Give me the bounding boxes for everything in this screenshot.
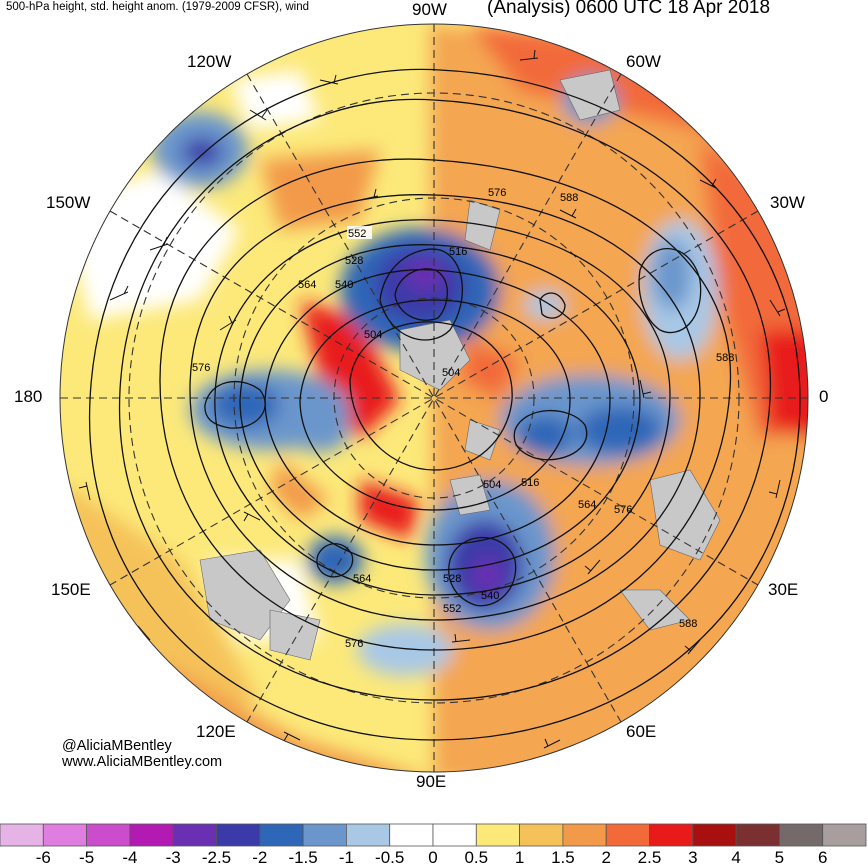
lon-label-30e: 30E (768, 580, 799, 599)
contour-label: 552 (348, 228, 366, 240)
contour-label: 552 (443, 603, 461, 615)
lon-label-90e: 90E (416, 772, 447, 791)
colorbar-tick-label: -2 (252, 848, 267, 865)
colorbar-swatch (216, 823, 261, 847)
credit-website: www.AliciaMBentley.com (62, 754, 223, 770)
map-boundary (59, 23, 809, 773)
contour-label: 576 (192, 362, 210, 374)
colorbar-tick-label: -6 (36, 848, 51, 865)
contour-label: 516 (449, 246, 467, 258)
credit-handle: @AliciaMBentley (62, 738, 172, 754)
colorbar-swatch (259, 823, 304, 847)
lon-label-150w: 150W (46, 193, 91, 212)
colorbar-tick-label: 0.5 (464, 848, 488, 865)
colorbar-swatch (475, 823, 520, 847)
contour-label: 576 (614, 504, 632, 516)
colorbar-swatch (605, 823, 650, 847)
contour-label: 564 (578, 499, 596, 511)
colorbar-tick-label: 0 (428, 848, 437, 865)
lon-label-120e: 120E (196, 722, 236, 741)
height-contours (88, 68, 801, 741)
lon-label-150e: 150E (51, 580, 91, 599)
lon-label-60w: 60W (626, 52, 661, 71)
contour-label: 516 (521, 477, 539, 489)
contour-label: 528 (443, 573, 461, 585)
colorbar-tick-label: 6 (818, 848, 827, 865)
colorbar-tick-label: 2 (601, 848, 610, 865)
colorbar-swatch (42, 823, 87, 847)
contour-label: 576 (345, 638, 363, 650)
contour-label: 564 (353, 573, 371, 585)
lon-label-0: 0 (819, 387, 829, 406)
contour-label: 564 (298, 279, 316, 291)
contour-label: 540 (335, 279, 353, 291)
colorbar-swatch (432, 823, 477, 847)
colorbar-swatch (345, 823, 391, 847)
contour-label: 528 (345, 255, 363, 267)
colorbar-swatch (0, 823, 44, 847)
colorbar-tick-label: 1 (515, 848, 524, 865)
colorbar-tick-label: -1.5 (288, 848, 317, 865)
colorbar-swatch (389, 823, 434, 847)
colorbar-swatch (649, 823, 694, 847)
credit: @AliciaMBentley www.AliciaMBentley.com (62, 738, 222, 770)
colorbar-tick-label: 4 (731, 848, 740, 865)
contour-label: 588 (679, 618, 697, 630)
colorbar-swatch (86, 823, 131, 847)
contour-label: 588 (716, 352, 734, 364)
colorbar-tick-label: -1 (339, 848, 354, 865)
colorbar-swatch (692, 823, 737, 847)
colorbar-swatch (562, 823, 607, 847)
colorbar-tick-label: -3 (166, 848, 181, 865)
contour-label: 504 (442, 367, 460, 379)
colorbar-swatch (302, 823, 347, 847)
polar-map: 552 528 516 564 540 504 576 588 576 588 … (59, 23, 809, 773)
contour-label: 588 (560, 192, 578, 204)
contour-label: 540 (481, 590, 499, 602)
colorbar-tick-label: -4 (122, 848, 137, 865)
contour-label: 576 (488, 187, 506, 199)
lon-label-180: 180 (14, 387, 43, 406)
colorbar-swatch (172, 823, 217, 847)
colorbar-tick-label: 1.5 (551, 848, 575, 865)
map-title: (Analysis) 0600 UTC 18 Apr 2018 (487, 0, 771, 18)
colorbar-swatch (735, 823, 780, 847)
colorbar-tick-label: -5 (79, 848, 94, 865)
lon-label-120w: 120W (187, 52, 232, 71)
map-subtitle: 500-hPa height, std. height anom. (1979-… (6, 1, 310, 13)
colorbar-swatch (129, 823, 174, 847)
colorbar-tick-label: 5 (775, 848, 784, 865)
contour-label: 504 (483, 479, 501, 491)
colorbar-tick-label: 2.5 (638, 848, 662, 865)
lon-label-60e: 60E (626, 722, 657, 741)
lon-label-30w: 30W (770, 193, 805, 212)
wind-barbs (78, 49, 786, 749)
colorbar-tick-label: -0.5 (375, 848, 404, 865)
contour-label: 504 (364, 329, 382, 341)
lon-label-90w: 90W (412, 0, 447, 19)
colorbar-tick-label: 3 (688, 848, 697, 865)
contour-labels: 552 528 516 564 540 504 576 588 576 588 … (192, 187, 734, 650)
colorbar-swatch (822, 823, 867, 847)
colorbar: -6 -5 -4 -3 -2.5 -2 -1.5 -1 -0.5 0 0.5 1 1.5 2 2.5 3 4 5 6 (0, 823, 867, 865)
colorbar-swatch (519, 823, 564, 847)
colorbar-swatch (779, 823, 824, 847)
colorbar-tick-label: -2.5 (202, 848, 231, 865)
